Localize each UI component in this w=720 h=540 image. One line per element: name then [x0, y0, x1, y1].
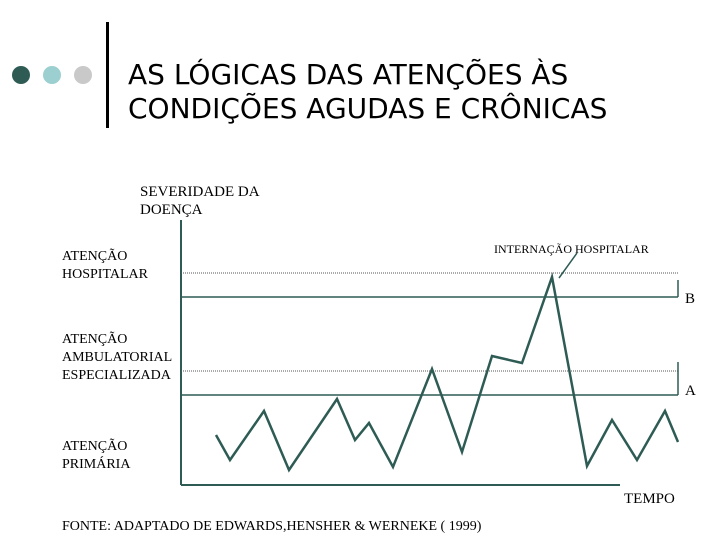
y-axis-label-line-1: SEVERIDADE DA — [140, 184, 260, 200]
y-axis-label: SEVERIDADE DA DOENÇA — [140, 183, 260, 219]
level-label-primary: ATENÇÃO PRIMÁRIA — [62, 438, 130, 474]
level-specialized-line-3: ESPECIALIZADA — [62, 368, 171, 383]
severity-curve — [214, 272, 680, 473]
threshold-a-label: A — [685, 383, 696, 399]
level-hospital-line-2: HOSPITALAR — [62, 267, 148, 282]
title-divider — [106, 22, 109, 128]
title-line-2: CONDIÇÕES AGUDAS E CRÔNICAS — [128, 92, 608, 125]
title-line-1: AS LÓGICAS DAS ATENÇÕES ÀS — [128, 58, 569, 91]
y-axis-label-line-2: DOENÇA — [140, 202, 203, 218]
x-axis-label: TEMPO — [624, 491, 675, 507]
threshold-b-label: B — [685, 291, 696, 307]
callout-leader-line — [558, 252, 578, 279]
page-title: AS LÓGICAS DAS ATENÇÕES ÀS CONDIÇÕES AGU… — [128, 58, 607, 126]
bullet-dot-dark — [12, 66, 30, 84]
bullet-dot-light — [43, 66, 61, 84]
bullet-dot-grey — [74, 66, 92, 84]
level-label-specialized: ATENÇÃO AMBULATORIAL ESPECIALIZADA — [62, 331, 172, 385]
level-hospital-line-1: ATENÇÃO — [62, 249, 128, 264]
level-primary-line-1: ATENÇÃO — [62, 439, 128, 454]
level-primary-line-2: PRIMÁRIA — [62, 457, 131, 472]
level-label-hospital: ATENÇÃO HOSPITALAR — [62, 248, 148, 284]
callout-hospitalization: INTERNAÇÃO HOSPITALAR — [494, 242, 649, 256]
level-specialized-line-1: ATENÇÃO — [62, 332, 128, 347]
level-specialized-line-2: AMBULATORIAL — [62, 350, 173, 365]
source-note: FONTE: ADAPTADO DE EDWARDS,HENSHER & WER… — [62, 519, 482, 534]
